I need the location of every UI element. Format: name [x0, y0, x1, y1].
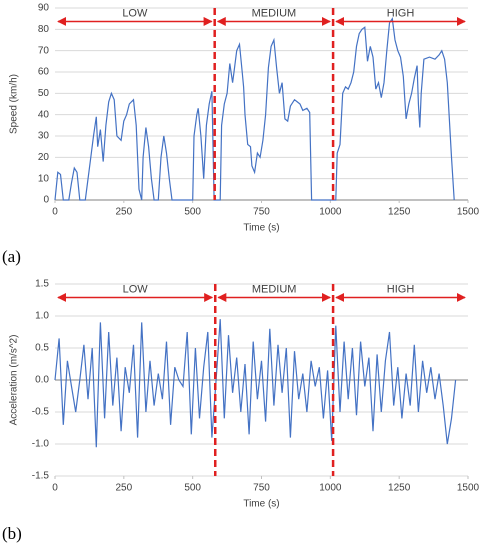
x-tick-label: 1250 [388, 483, 411, 494]
y-tick-label: 80 [38, 24, 50, 35]
y-tick-label: -1.0 [32, 439, 50, 450]
x-tick-label: 500 [184, 207, 201, 218]
y-tick-label: 0.5 [35, 343, 49, 354]
x-axis-label: Time (s) [243, 499, 279, 510]
y-tick-label: 0 [43, 195, 49, 206]
y-tick-label: 20 [38, 152, 50, 163]
x-tick-label: 250 [115, 483, 132, 494]
x-tick-label: 750 [253, 483, 270, 494]
x-tick-label: 250 [115, 207, 132, 218]
x-tick-label: 500 [184, 483, 201, 494]
x-tick-label: 1000 [319, 207, 342, 218]
y-axis-label: Acceleration (m/s^2) [9, 335, 20, 426]
y-tick-label: 60 [38, 67, 50, 78]
region-label: LOW [123, 283, 149, 295]
x-axis-label: Time (s) [243, 223, 279, 234]
y-tick-label: 30 [38, 131, 50, 142]
region-label: HIGH [387, 283, 415, 295]
x-tick-label: 1500 [457, 207, 480, 218]
y-tick-label: -0.5 [32, 407, 50, 418]
y-axis-label: Speed (km/h) [9, 74, 20, 134]
x-tick-label: 0 [52, 207, 58, 218]
y-tick-label: 1.5 [35, 279, 49, 290]
y-tick-label: 50 [38, 88, 50, 99]
x-tick-label: 750 [253, 207, 270, 218]
y-tick-label: 90 [38, 3, 50, 14]
x-tick-label: 0 [52, 483, 58, 494]
x-tick-label: 1250 [388, 207, 411, 218]
data-line [54, 319, 457, 448]
data-line [54, 17, 455, 201]
region-label: LOW [122, 7, 148, 19]
y-tick-label: 10 [38, 173, 50, 184]
region-label: MEDIUM [252, 283, 297, 295]
y-tick-label: 0.0 [35, 375, 49, 386]
x-tick-label: 1000 [319, 483, 342, 494]
region-label: MEDIUM [252, 7, 297, 19]
subplot-label: (a) [2, 247, 21, 266]
y-tick-label: 70 [38, 45, 50, 56]
region-label: HIGH [387, 7, 415, 19]
subplot-label: (b) [2, 524, 22, 543]
y-tick-label: 1.0 [35, 311, 49, 322]
x-tick-label: 1500 [457, 483, 480, 494]
y-tick-label: 40 [38, 109, 50, 120]
y-tick-label: -1.5 [32, 471, 50, 482]
